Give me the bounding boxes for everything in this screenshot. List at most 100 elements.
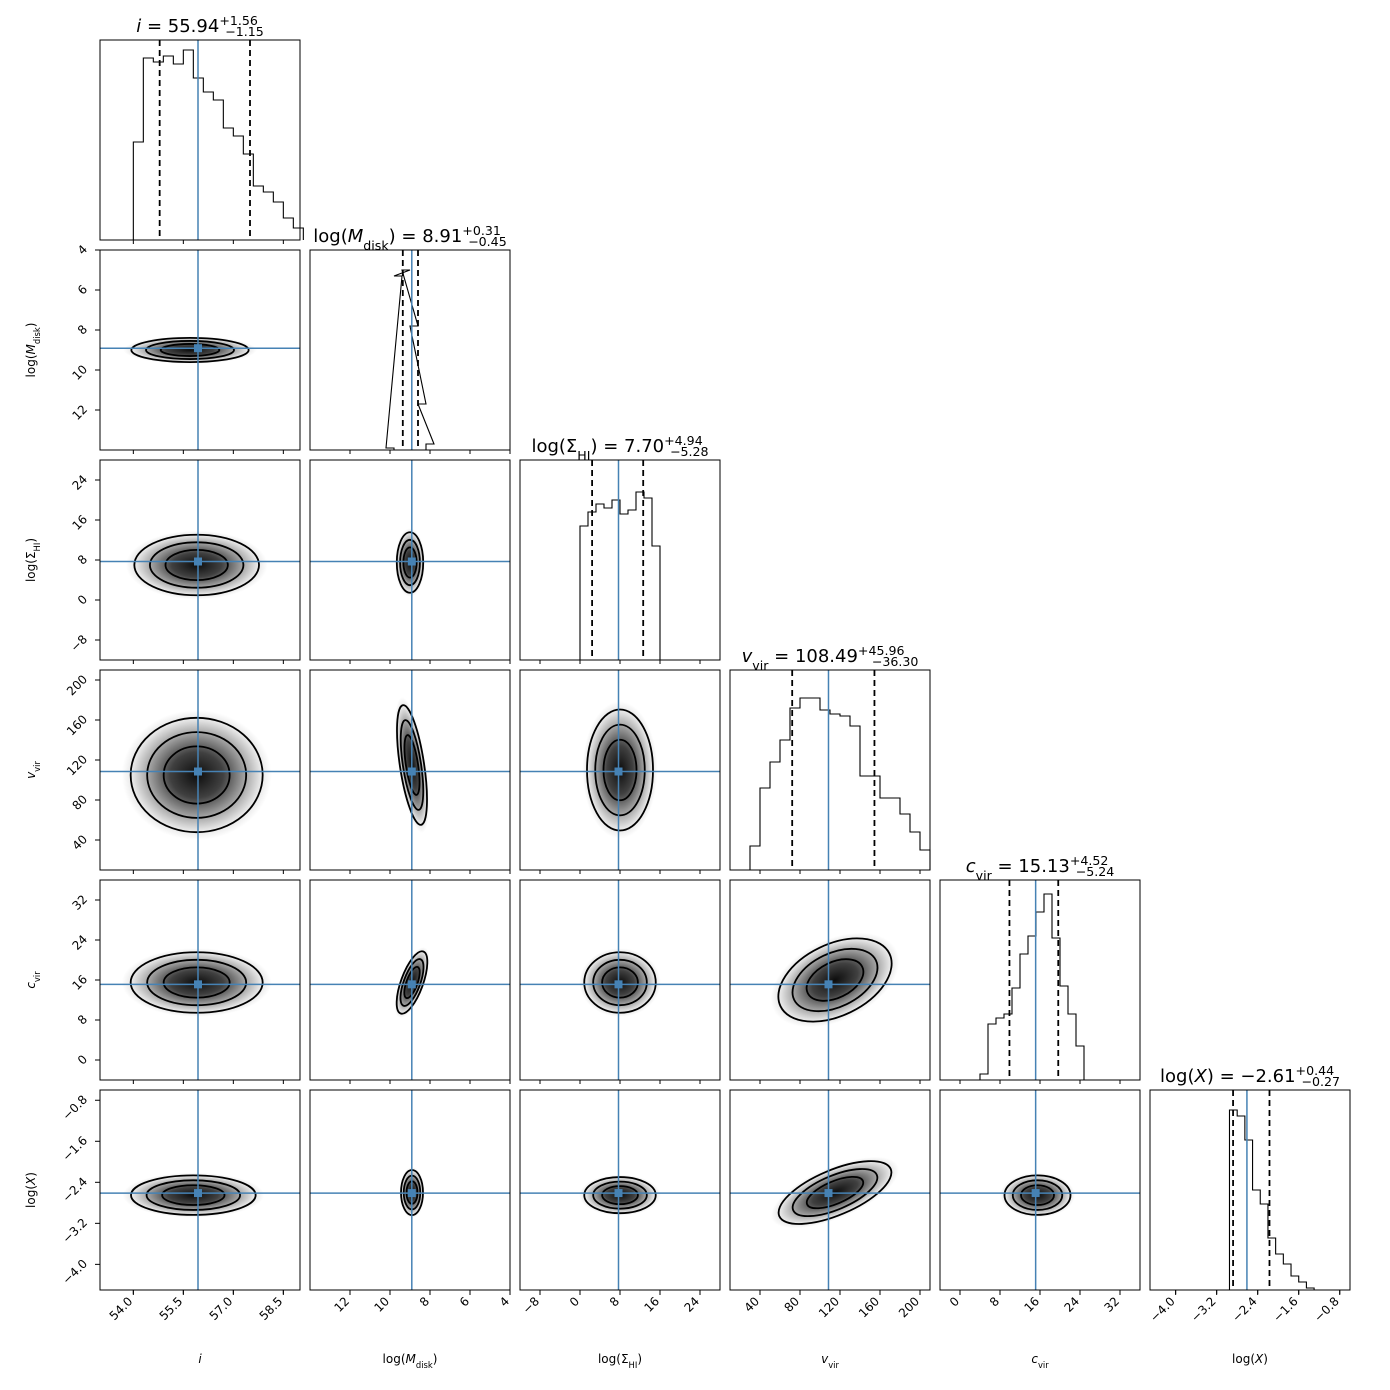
contour-level-0	[805, 958, 865, 1002]
x-tick-label: 4	[497, 1294, 512, 1309]
histogram-log_x	[1228, 1109, 1315, 1290]
x-tick-label: 10	[371, 1294, 392, 1315]
title-value: 108.49	[795, 646, 858, 667]
contour-level-2	[395, 531, 425, 594]
symbol-main: X	[24, 1176, 38, 1186]
y-tick-label: 120	[64, 752, 90, 778]
panel-title-log_sigma_hi: log(ΣHI) = 7.70+4.94 −5.28	[531, 433, 708, 462]
truth-marker	[824, 980, 833, 989]
contour-level-1	[146, 958, 248, 1007]
title-equals: =	[992, 856, 1019, 877]
contour-level-2	[1003, 1174, 1072, 1216]
panel-frame	[309, 879, 511, 1081]
symbol-main: M	[406, 1352, 417, 1366]
symbol-text: )	[1207, 1066, 1214, 1087]
panel-frame	[309, 669, 511, 871]
symbol-text: log(	[24, 354, 38, 377]
contour-level-1	[399, 958, 425, 1007]
contour-level-2	[777, 937, 893, 1023]
panel-frame	[729, 669, 931, 871]
symbol-subscript: vir	[752, 658, 769, 673]
x-tick-label: 8	[417, 1294, 432, 1309]
panel-frame	[309, 459, 511, 661]
truth-marker	[614, 1189, 623, 1198]
y-tick-label: −2.4	[60, 1175, 91, 1206]
x-tick-label: 58.5	[257, 1294, 286, 1323]
panel-frame	[99, 669, 301, 871]
truth-marker	[407, 1189, 416, 1198]
x-tick-label: 0	[567, 1294, 582, 1309]
title-minus-error: −0.27	[1301, 1074, 1340, 1089]
symbol-main: X	[1254, 1352, 1264, 1366]
panel-frame	[309, 1089, 511, 1291]
x-axis-c_vir: 0 8 16 24 32 cvir	[947, 1290, 1122, 1370]
y-tick-label: 80	[69, 792, 90, 813]
x-axis-label-log_x: log(X)	[1232, 1352, 1268, 1366]
panel-background	[940, 880, 1140, 1080]
y-tick-label: 16	[69, 512, 90, 533]
x-tick-label: 12	[331, 1294, 352, 1315]
title-equals: =	[141, 16, 168, 37]
symbol-text: )	[24, 538, 38, 543]
truth-group	[730, 880, 930, 1080]
y-tick-label: −3.2	[60, 1216, 91, 1247]
truth-group	[310, 1090, 510, 1290]
symbol-subscript: disk	[363, 238, 389, 253]
symbol-text: log(	[1160, 1066, 1194, 1087]
title-value: 8.91	[422, 226, 462, 247]
x-axis-label-v_vir: vvir	[821, 1352, 839, 1370]
truth-marker	[194, 767, 202, 776]
panel-frame	[729, 1089, 931, 1291]
pair-panel-log_mdisk-log_x	[309, 1089, 511, 1291]
title-minus-error: −0.45	[468, 234, 507, 249]
x-axis-i: 54.0 55.5 57.0 58.5 i	[107, 1290, 286, 1366]
panel-background	[730, 670, 930, 870]
contour-level-2	[395, 950, 429, 1015]
x-tick-label: 32	[1101, 1294, 1122, 1315]
panel-frame	[99, 1089, 301, 1291]
x-tick-label: 6	[457, 1294, 472, 1309]
y-tick-label: 160	[64, 712, 90, 738]
y-tick-label: 200	[64, 672, 90, 698]
title-plus-error: +45.96	[858, 643, 905, 658]
symbol-text: )	[389, 226, 396, 247]
truth-marker	[407, 980, 416, 989]
symbol-main: Σ	[566, 436, 577, 457]
title-plus-error: +4.94	[664, 433, 703, 448]
contour-level-1	[399, 719, 425, 811]
panel-frame	[99, 39, 301, 241]
histogram-v_vir	[749, 697, 931, 870]
density-fill	[123, 336, 257, 364]
x-tick-label: 16	[1021, 1294, 1042, 1315]
contour-level-2	[133, 533, 260, 597]
y-tick-label: 32	[69, 892, 90, 913]
y-tick-label: 8	[75, 322, 90, 337]
title-equals: =	[1214, 1066, 1241, 1087]
y-tick-label: 0	[75, 592, 90, 607]
hist-panel-log_x: log(X) = −2.61+0.44 −0.27	[1149, 1063, 1351, 1291]
x-tick-label: 57.0	[207, 1294, 236, 1323]
y-tick-label: 6	[75, 282, 90, 297]
truth-marker	[407, 557, 416, 566]
title-equals: =	[768, 646, 795, 667]
truth-marker	[194, 557, 202, 566]
density-group	[122, 1172, 265, 1218]
symbol-text: )	[1263, 1352, 1268, 1366]
symbol-main: v	[821, 1352, 829, 1366]
x-tick-label: 24	[681, 1294, 702, 1315]
truth-group	[100, 670, 300, 870]
panel-title-c_vir: cvir = 15.13+4.52 −5.24	[966, 853, 1115, 882]
hist-panel-log_sigma_hi: log(ΣHI) = 7.70+4.94 −5.28	[519, 433, 721, 661]
y-tick-label: 8	[75, 552, 90, 567]
symbol-text: log(	[383, 1352, 406, 1366]
contour-level-0	[602, 738, 638, 802]
title-value: 7.70	[624, 436, 664, 457]
contour-level-1	[791, 947, 879, 1013]
contour-level-2	[130, 1174, 257, 1216]
x-tick-label: −2.4	[1229, 1294, 1260, 1325]
contour-level-0	[1020, 1184, 1055, 1206]
contour-level-1	[594, 723, 646, 817]
pair-panel-c_vir-log_x	[939, 1089, 1141, 1291]
truth-marker	[614, 980, 623, 989]
truth-group	[100, 250, 300, 450]
